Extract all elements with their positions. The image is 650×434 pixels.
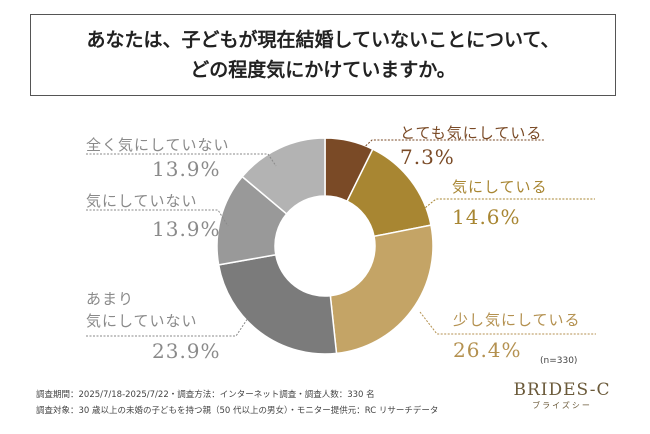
label-not-concerned: 気にしていない 13.9% — [86, 190, 221, 242]
brand-sub-name: ブライズシー — [532, 401, 592, 410]
slice-slightly-concerned — [329, 224, 434, 355]
label-not-very: あまり 気にしていない 23.9% — [86, 288, 221, 364]
slice-not-very — [217, 253, 338, 355]
label-concerned-pct: 14.6% — [452, 205, 521, 229]
label-not-concerned-pct: 13.9% — [152, 217, 221, 241]
survey-period-note: 調査期間：2025/7/18-2025/7/22・調査方法：インターネット調査・… — [36, 390, 375, 400]
label-not-at-all-name: 全く気にしていない — [86, 136, 230, 154]
label-concerned: 気にしている 14.6% — [452, 176, 548, 230]
label-not-very-line-2: 気にしていない — [86, 312, 198, 330]
leader-very-concerned — [357, 139, 545, 154]
sample-size-note: (n=330) — [540, 356, 578, 366]
label-slightly-concerned: 少し気にしている 26.4% — [453, 309, 581, 363]
title-box: あなたは、子どもが現在結婚していないことについて、 どの程度気にかけていますか。 — [30, 14, 616, 96]
brand-logo: BRIDES-C ブライズシー — [502, 380, 622, 411]
leader-not-at-all — [86, 153, 277, 167]
label-very-concerned: とても気にしている 7.3% — [400, 122, 542, 170]
leader-not-concerned — [86, 209, 229, 227]
label-not-very-line-1: あまり — [86, 290, 135, 308]
chart-title-line-1: あなたは、子どもが現在結婚していないことについて、 — [86, 29, 560, 51]
label-slightly-concerned-pct: 26.4% — [453, 338, 522, 362]
label-concerned-name: 気にしている — [452, 178, 548, 196]
leader-not-very — [86, 317, 249, 337]
slice-not-at-all — [241, 137, 326, 215]
label-very-concerned-pct: 7.3% — [400, 145, 455, 169]
label-not-at-all-pct: 13.9% — [152, 157, 221, 181]
leader-concerned — [419, 198, 595, 213]
leader-slightly-concerned — [419, 311, 596, 335]
label-not-concerned-name: 気にしていない — [86, 192, 198, 210]
label-slightly-concerned-name: 少し気にしている — [453, 311, 581, 329]
label-not-very-pct: 23.9% — [152, 339, 221, 363]
label-not-at-all: 全く気にしていない 13.9% — [86, 134, 230, 182]
brand-name: BRIDES-C — [513, 380, 611, 400]
label-very-concerned-name: とても気にしている — [400, 124, 543, 142]
survey-target-note: 調査対象：30 歳以上の未婚の子どもを持つ親（50 代以上の男女）・モニター提供… — [36, 406, 439, 416]
chart-title-line-2: どの程度気にかけていますか。 — [190, 59, 456, 81]
